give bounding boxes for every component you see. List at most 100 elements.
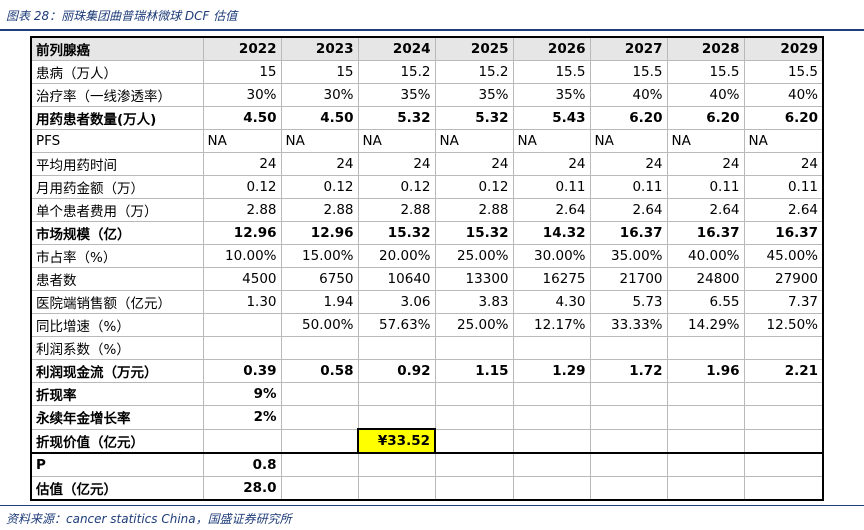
value-cell: 14.29% — [666, 313, 745, 337]
value-cell: 1.94 — [280, 290, 359, 314]
header-year-cell: 2028 — [666, 36, 745, 61]
value-cell — [434, 336, 514, 360]
value-cell: 14.32 — [512, 221, 591, 245]
value-cell — [202, 336, 282, 360]
value-cell: 6750 — [280, 267, 359, 291]
value-cell: 16.37 — [589, 221, 668, 245]
value-cell: 24 — [512, 152, 591, 176]
row-label-cell: 永续年金增长率 — [30, 405, 204, 430]
value-cell — [666, 336, 745, 360]
source-divider — [0, 505, 864, 506]
value-cell: 40% — [743, 83, 824, 107]
header-label-cell: 前列腺癌 — [30, 36, 204, 61]
value-cell: 16.37 — [666, 221, 745, 245]
value-cell — [512, 405, 591, 430]
value-cell: 5.73 — [589, 290, 668, 314]
value-cell: 2.64 — [743, 198, 824, 222]
value-cell — [589, 382, 668, 406]
value-cell: 5.32 — [357, 106, 436, 130]
value-cell — [589, 476, 668, 501]
value-cell: 15 — [280, 60, 359, 84]
row-label-cell: P — [30, 452, 204, 477]
value-cell — [434, 428, 514, 454]
value-cell — [357, 405, 436, 430]
value-cell: 12.50% — [743, 313, 824, 337]
value-cell: 15.5 — [666, 60, 745, 84]
value-cell: 9% — [202, 382, 282, 406]
value-cell: 15.00% — [280, 244, 359, 268]
value-cell: 33.33% — [589, 313, 668, 337]
value-cell: 25.00% — [434, 313, 514, 337]
value-cell — [666, 382, 745, 406]
row-label-cell: 医院端销售额（亿元） — [30, 290, 204, 314]
value-cell — [743, 405, 824, 430]
value-cell: 15.32 — [434, 221, 514, 245]
table-row: 折现率 9% — [30, 382, 824, 406]
value-cell — [666, 405, 745, 430]
table-row: 利润现金流（万元） 0.39 0.58 0.92 1.15 1.29 1.72 1.96 2.2… — [30, 359, 824, 383]
value-cell — [512, 382, 591, 406]
row-label-cell: 折现率 — [30, 382, 204, 406]
value-cell: 15 — [202, 60, 282, 84]
value-cell: 7.37 — [743, 290, 824, 314]
value-cell: 15.2 — [434, 60, 514, 84]
value-cell: 21700 — [589, 267, 668, 291]
value-cell: 0.12 — [357, 175, 436, 199]
table-row: PFS NA NA NA NA NA NA NA NA — [30, 129, 824, 153]
value-cell: 0.92 — [357, 359, 436, 383]
value-cell — [357, 476, 436, 501]
value-cell: 15.32 — [357, 221, 436, 245]
value-cell: 15.2 — [357, 60, 436, 84]
value-cell — [434, 476, 514, 501]
value-cell — [743, 452, 824, 477]
value-cell — [743, 428, 824, 454]
value-cell — [280, 428, 359, 454]
value-cell: 24 — [202, 152, 282, 176]
value-cell: 4.50 — [202, 106, 282, 130]
value-cell — [512, 336, 591, 360]
value-cell: 30.00% — [512, 244, 591, 268]
table-row: 治疗率（一线渗透率） 30% 30% 35% 35% 35% 40% 40% 40% — [30, 83, 824, 107]
table-row: 市占率（%） 10.00% 15.00% 20.00% 25.00% 30.00% 35.0… — [30, 244, 824, 268]
value-cell: 30% — [280, 83, 359, 107]
row-label-cell: PFS — [30, 129, 204, 153]
value-cell — [589, 428, 668, 454]
value-cell: 0.12 — [202, 175, 282, 199]
row-label-cell: 治疗率（一线渗透率） — [30, 83, 204, 107]
value-cell: 20.00% — [357, 244, 436, 268]
value-cell: 2.64 — [589, 198, 668, 222]
value-cell: 24 — [280, 152, 359, 176]
value-cell: 0.12 — [280, 175, 359, 199]
value-cell: 1.29 — [512, 359, 591, 383]
header-year-cell: 2027 — [589, 36, 668, 61]
row-label-cell: 利润系数（%） — [30, 336, 204, 360]
value-cell — [280, 336, 359, 360]
value-cell — [280, 452, 359, 477]
row-label-cell: 利润现金流（万元） — [30, 359, 204, 383]
table-row: P 0.8 — [30, 452, 824, 477]
value-cell: 24 — [589, 152, 668, 176]
value-cell: 24 — [743, 152, 824, 176]
value-cell: 6.20 — [666, 106, 745, 130]
row-label-cell: 月用药金额（万） — [30, 175, 204, 199]
value-cell — [280, 382, 359, 406]
value-cell: 0.8 — [202, 452, 282, 477]
row-label-cell: 患者数 — [30, 267, 204, 291]
row-label-cell: 用药患者数量(万人) — [30, 106, 204, 130]
value-cell — [357, 452, 436, 477]
value-cell — [280, 405, 359, 430]
table-row: 利润系数（%） — [30, 336, 824, 360]
value-cell: 4.30 — [512, 290, 591, 314]
value-cell — [589, 405, 668, 430]
table-header-row: 前列腺癌 2022 2023 2024 2025 2026 2027 2028 2029 — [30, 36, 824, 61]
value-cell: 0.58 — [280, 359, 359, 383]
value-cell: NA — [743, 129, 824, 153]
header-year-cell: 2023 — [280, 36, 359, 61]
value-cell: 6.20 — [743, 106, 824, 130]
row-label-cell: 同比增速（%） — [30, 313, 204, 337]
value-cell — [743, 382, 824, 406]
value-cell: 24 — [434, 152, 514, 176]
value-cell: 35% — [512, 83, 591, 107]
caption-divider — [0, 29, 864, 31]
dcf-valuation-table: 前列腺癌 2022 2023 2024 2025 2026 2027 2028 2029 患病（万… — [30, 36, 824, 501]
